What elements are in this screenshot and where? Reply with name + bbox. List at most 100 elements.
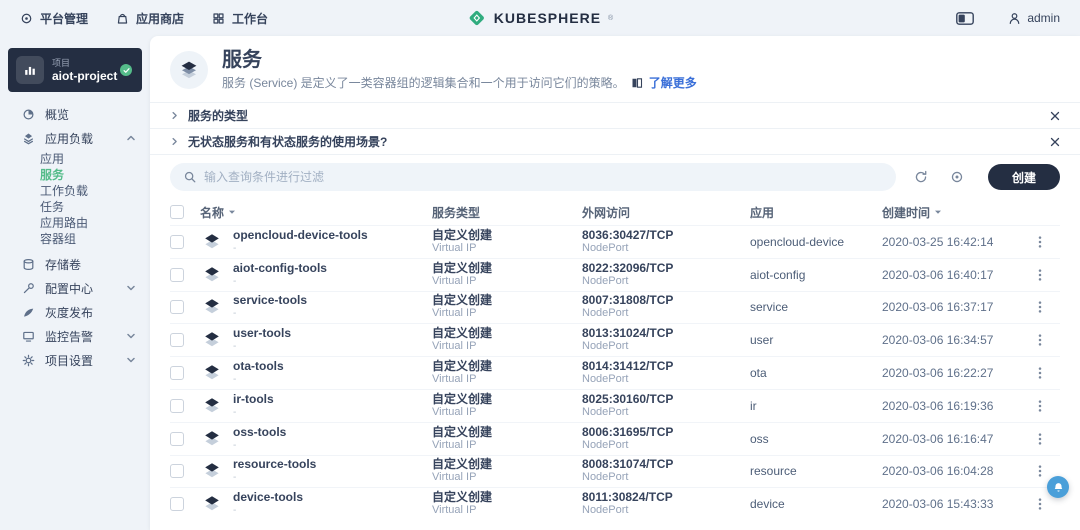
- services-table: 名称 服务类型 外网访问 应用 创建时间 opencloud-device-to…: [150, 199, 1080, 530]
- user-menu[interactable]: admin: [1008, 11, 1060, 25]
- feedback-button[interactable]: [1047, 476, 1069, 498]
- service-name-link[interactable]: user-tools: [233, 326, 292, 341]
- sidebar-item[interactable]: 容器组: [0, 230, 150, 246]
- more-actions-button[interactable]: [1033, 399, 1047, 413]
- chevron-down-icon[interactable]: [126, 355, 136, 365]
- sidebar-item[interactable]: 配置中心: [0, 276, 150, 300]
- sidebar-item[interactable]: 应用负载: [0, 126, 150, 150]
- app-name: ir: [750, 398, 757, 413]
- service-type-detail: Virtual IP: [432, 504, 477, 517]
- service-name-link[interactable]: ir-tools: [233, 391, 274, 406]
- service-name-link[interactable]: device-tools: [233, 490, 304, 505]
- project-selector[interactable]: 项目 aiot-project: [8, 48, 142, 92]
- service-name-link[interactable]: aiot-config-tools: [233, 260, 327, 275]
- column-settings-button[interactable]: [946, 166, 968, 188]
- column-header-type: 服务类型: [432, 205, 481, 220]
- release-icon: [22, 306, 35, 319]
- service-description: -: [233, 505, 237, 517]
- tip-title[interactable]: 服务的类型: [188, 109, 249, 123]
- sidebar-item-label: 项目设置: [45, 353, 94, 368]
- console-toggle-icon[interactable]: [956, 11, 975, 25]
- row-checkbox[interactable]: [170, 267, 184, 282]
- row-checkbox[interactable]: [170, 497, 184, 512]
- chevron-up-icon[interactable]: [126, 133, 136, 143]
- select-all-checkbox[interactable]: [170, 205, 184, 219]
- sidebar-item[interactable]: 任务: [0, 198, 150, 214]
- more-actions-button[interactable]: [1033, 235, 1047, 249]
- more-actions-button[interactable]: [1033, 333, 1047, 347]
- sidebar-item[interactable]: 应用路由: [0, 214, 150, 230]
- service-name-link[interactable]: opencloud-device-tools: [233, 227, 368, 242]
- app-name: oss: [750, 431, 769, 446]
- row-checkbox[interactable]: [170, 234, 184, 249]
- create-button[interactable]: 创建: [987, 164, 1060, 190]
- tip-title[interactable]: 无状态服务和有状态服务的使用场景?: [188, 135, 388, 149]
- created-time: 2020-03-06 16:19:36: [882, 398, 994, 413]
- kubesphere-logo[interactable]: KUBESPHERE ®: [467, 8, 613, 28]
- more-actions-button[interactable]: [1033, 432, 1047, 446]
- external-access-port: 8014:31412/TCP: [582, 359, 674, 374]
- more-actions-button[interactable]: [1033, 464, 1047, 478]
- chevron-down-icon[interactable]: [126, 331, 136, 341]
- tip-service-types: 服务的类型: [150, 102, 1080, 128]
- service-name-link[interactable]: service-tools: [233, 293, 308, 308]
- search-box: [170, 163, 896, 191]
- external-access-port: 8022:32096/TCP: [582, 260, 674, 275]
- nav-app-store[interactable]: 应用商店: [116, 10, 184, 27]
- row-checkbox[interactable]: [170, 431, 184, 446]
- created-time: 2020-03-06 16:04:28: [882, 464, 994, 479]
- app-name: device: [750, 497, 785, 512]
- nav-label: 工作台: [232, 11, 269, 26]
- nav-platform-management[interactable]: 平台管理: [20, 10, 88, 27]
- table-row: service-tools - 自定义创建 Virtual IP 8007:31…: [170, 290, 1060, 324]
- row-checkbox[interactable]: [170, 366, 184, 381]
- chevron-down-icon[interactable]: [126, 283, 136, 293]
- sidebar-item-label: 配置中心: [45, 281, 94, 296]
- table-header: 名称 服务类型 外网访问 应用 创建时间: [170, 199, 1060, 225]
- external-access-type: NodePort: [582, 274, 629, 287]
- close-icon[interactable]: [1050, 111, 1060, 121]
- more-actions-button[interactable]: [1033, 366, 1047, 380]
- learn-more-link[interactable]: 了解更多: [648, 76, 697, 90]
- kubesphere-logo-icon: [467, 8, 487, 28]
- sidebar-item[interactable]: 监控告警: [0, 324, 150, 348]
- row-checkbox[interactable]: [170, 300, 184, 315]
- workload-icon: [22, 132, 35, 145]
- row-checkbox[interactable]: [170, 398, 184, 413]
- external-access-type: NodePort: [582, 504, 629, 517]
- sidebar-item[interactable]: 服务: [0, 166, 150, 182]
- row-checkbox[interactable]: [170, 333, 184, 348]
- service-description: -: [233, 439, 237, 451]
- service-description: -: [233, 275, 237, 287]
- close-icon[interactable]: [1050, 137, 1060, 147]
- sidebar-item[interactable]: 应用: [0, 150, 150, 166]
- sidebar-item[interactable]: 灰度发布: [0, 300, 150, 324]
- row-checkbox[interactable]: [170, 464, 184, 479]
- more-actions-button[interactable]: [1033, 497, 1047, 511]
- sidebar-item[interactable]: 项目设置: [0, 348, 150, 372]
- service-name-link[interactable]: ota-tools: [233, 359, 284, 374]
- nav-label: 应用商店: [136, 11, 185, 26]
- app-name: opencloud-device: [750, 234, 845, 249]
- service-type-detail: Virtual IP: [432, 471, 477, 484]
- column-header-name[interactable]: 名称: [200, 204, 432, 221]
- sidebar-item-label: 灰度发布: [45, 305, 94, 320]
- sidebar-item[interactable]: 工作负载: [0, 182, 150, 198]
- more-actions-button[interactable]: [1033, 268, 1047, 282]
- nav-workbench[interactable]: 工作台: [212, 10, 268, 27]
- sidebar-item[interactable]: 概览: [0, 102, 150, 126]
- app-name: ota: [750, 366, 767, 381]
- sidebar-item[interactable]: 存储卷: [0, 252, 150, 276]
- external-access-type: NodePort: [582, 307, 629, 320]
- more-actions-button[interactable]: [1033, 300, 1047, 314]
- service-name-link[interactable]: resource-tools: [233, 457, 317, 472]
- search-input[interactable]: [204, 170, 882, 184]
- service-description: -: [233, 472, 237, 484]
- chevron-right-icon[interactable]: [170, 111, 179, 120]
- workbench-icon: [212, 12, 225, 25]
- chevron-right-icon[interactable]: [170, 137, 179, 146]
- service-name-link[interactable]: oss-tools: [233, 424, 287, 439]
- refresh-button[interactable]: [910, 166, 932, 188]
- column-header-created[interactable]: 创建时间: [882, 204, 1020, 221]
- service-type-detail: Virtual IP: [432, 340, 477, 353]
